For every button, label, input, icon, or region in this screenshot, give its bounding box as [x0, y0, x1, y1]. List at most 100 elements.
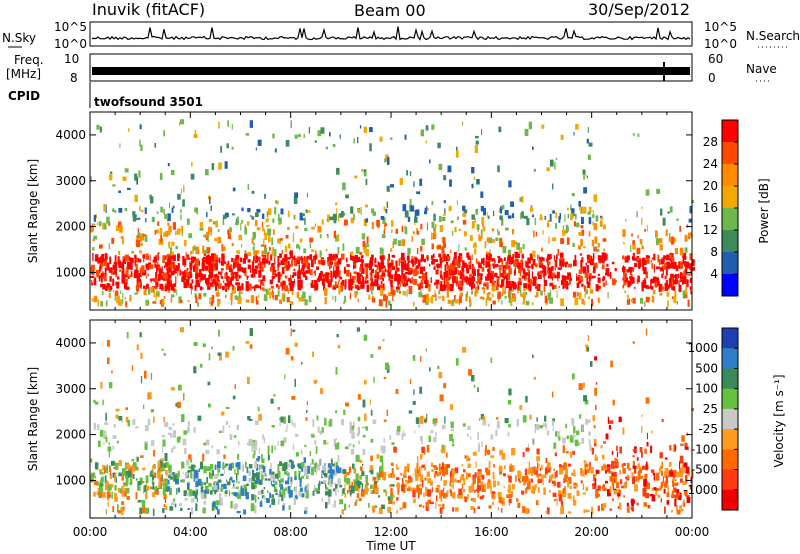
- range-gate-cell: [436, 471, 440, 477]
- range-gate-cell: [379, 470, 384, 478]
- range-gate-cell: [426, 471, 430, 477]
- range-gate-cell: [474, 286, 478, 293]
- range-gate-cell: [443, 480, 447, 486]
- range-gate-cell: [285, 429, 288, 433]
- range-gate-cell: [152, 259, 156, 263]
- range-gate-cell: [351, 432, 355, 439]
- range-gate-cell: [173, 474, 177, 482]
- range-gate-cell: [576, 483, 578, 488]
- range-gate-cell: [217, 301, 220, 307]
- range-gate-cell: [671, 510, 673, 513]
- range-gate-cell: [683, 467, 686, 473]
- range-gate-cell: [245, 133, 250, 136]
- range-gate-cell: [631, 233, 633, 237]
- range-gate-cell: [646, 255, 650, 259]
- range-gate-cell: [136, 217, 141, 220]
- range-gate-cell: [486, 211, 488, 218]
- range-gate-cell: [180, 188, 182, 195]
- range-gate-cell: [372, 489, 376, 494]
- range-gate-cell: [217, 509, 220, 515]
- range-gate-cell: [264, 193, 266, 199]
- range-gate-cell: [313, 380, 318, 383]
- range-gate-cell: [247, 251, 252, 256]
- range-gate-cell: [332, 144, 336, 148]
- range-gate-cell: [583, 382, 585, 388]
- range-gate-cell: [166, 282, 171, 291]
- range-gate-cell: [330, 478, 332, 486]
- range-gate-cell: [314, 254, 318, 260]
- range-gate-cell: [562, 229, 566, 236]
- range-gate-cell: [95, 401, 99, 405]
- range-gate-cell: [96, 222, 99, 226]
- range-gate-cell: [442, 468, 446, 477]
- range-gate-cell: [132, 419, 136, 425]
- range-gate-cell: [660, 208, 663, 216]
- range-gate-cell: [482, 223, 484, 227]
- range-gate-cell: [458, 488, 462, 496]
- range-gate-cell: [420, 279, 423, 288]
- range-gate-cell: [372, 476, 377, 481]
- range-gate-cell: [224, 282, 228, 286]
- range-gate-cell: [129, 274, 133, 278]
- range-gate-cell: [663, 263, 667, 270]
- range-gate-cell: [93, 295, 98, 303]
- range-gate-cell: [99, 126, 102, 133]
- range-gate-cell: [415, 417, 420, 424]
- range-gate-cell: [473, 384, 476, 388]
- range-gate-cell: [280, 416, 284, 423]
- range-gate-cell: [370, 438, 374, 443]
- range-gate-cell: [295, 492, 298, 496]
- range-gate-cell: [384, 158, 386, 163]
- range-gate-cell: [154, 263, 157, 268]
- range-gate-cell: [170, 294, 175, 298]
- range-gate-cell: [363, 219, 367, 227]
- range-gate-cell: [104, 422, 109, 425]
- range-gate-cell: [645, 328, 648, 336]
- range-gate-cell: [496, 276, 499, 279]
- range-gate-cell: [549, 159, 554, 167]
- range-gate-cell: [366, 482, 369, 486]
- range-gate-cell: [188, 454, 192, 460]
- range-gate-cell: [225, 351, 229, 358]
- range-gate-cell: [566, 435, 569, 440]
- range-gate-cell: [660, 259, 663, 265]
- range-gate-cell: [149, 278, 154, 281]
- range-gate-cell: [558, 490, 562, 496]
- range-gate-cell: [343, 219, 348, 226]
- range-gate-cell: [650, 278, 654, 284]
- range-gate-cell: [151, 216, 155, 223]
- range-gate-cell: [498, 265, 502, 271]
- range-gate-cell: [263, 264, 266, 268]
- range-gate-cell: [523, 297, 525, 301]
- range-gate-cell: [304, 507, 308, 514]
- range-gate-cell: [264, 232, 267, 240]
- range-gate-cell: [342, 182, 346, 191]
- range-gate-cell: [136, 239, 140, 248]
- range-gate-cell: [350, 255, 353, 261]
- range-gate-cell: [403, 470, 407, 477]
- range-gate-cell: [573, 132, 575, 136]
- range-gate-cell: [252, 442, 255, 450]
- range-gate-cell: [121, 419, 123, 423]
- range-gate-cell: [155, 282, 159, 287]
- range-gate-cell: [499, 276, 501, 279]
- range-gate-cell: [115, 467, 119, 470]
- range-gate-cell: [594, 236, 598, 244]
- range-gate-cell: [133, 462, 137, 468]
- range-gate-cell: [449, 434, 453, 442]
- range-gate-cell: [679, 461, 681, 470]
- range-gate-cell: [109, 276, 112, 282]
- range-gate-cell: [467, 255, 471, 260]
- range-gate-cell: [122, 292, 124, 299]
- range-gate-cell: [170, 387, 175, 391]
- range-gate-cell: [157, 261, 159, 265]
- range-gate-cell: [658, 259, 661, 266]
- range-gate-cell: [677, 273, 680, 279]
- range-gate-cell: [606, 263, 609, 267]
- range-gate-cell: [332, 213, 337, 221]
- range-gate-cell: [257, 406, 260, 412]
- range-gate-cell: [108, 442, 110, 445]
- range-gate-cell: [269, 474, 273, 480]
- range-gate-cell: [623, 278, 625, 285]
- range-gate-cell: [470, 506, 474, 510]
